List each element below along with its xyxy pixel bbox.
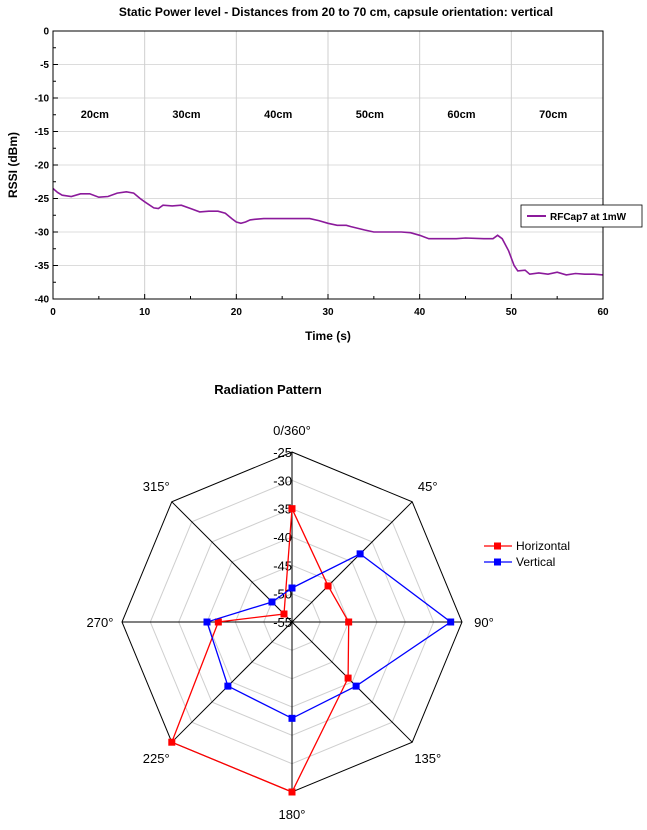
y-tick-label: 0 <box>43 27 49 38</box>
series-horizontal-marker <box>214 618 222 626</box>
y-tick-label: -20 <box>35 161 50 172</box>
legend-swatch-horizontal-marker <box>494 542 501 550</box>
series-horizontal-marker <box>344 674 352 682</box>
radar-angle-label: 180° <box>279 807 306 822</box>
radar-spoke <box>291 501 413 623</box>
series-horizontal-marker <box>288 505 296 513</box>
x-tick-label: 60 <box>597 307 609 318</box>
series-vertical-marker <box>203 618 211 626</box>
legend-box <box>520 204 643 228</box>
line-chart-segment-labels: 20cm 30cm 40cm 50cm 60cm 70cm <box>81 109 568 121</box>
radar-ring-label: -45 <box>273 558 292 573</box>
radar-spoke <box>171 621 293 743</box>
radar-ring-label: -30 <box>273 473 292 488</box>
series-vertical-outline <box>206 553 452 720</box>
x-tick-label: 20 <box>231 307 243 318</box>
radar-legend: Horizontal Vertical <box>484 539 570 569</box>
series-vertical-marker <box>356 550 364 558</box>
series-vertical-marker <box>268 598 276 606</box>
line-chart-x-ticks: 0 10 20 30 40 50 60 <box>50 294 609 318</box>
y-axis-label: RSSI (dBm) <box>6 132 20 198</box>
x-tick-label: 0 <box>50 307 56 318</box>
radar-ring-label: -35 <box>273 502 292 517</box>
x-axis-label: Time (s) <box>305 329 351 343</box>
radar-angle-labels: 0/360° 45° 90° 135° 180° 225° 270° 315° <box>87 423 494 822</box>
segment-label: 40cm <box>264 109 292 121</box>
series-horizontal-marker <box>280 610 288 618</box>
x-tick-label: 40 <box>414 307 426 318</box>
radar-angle-label: 315° <box>143 479 170 494</box>
legend-label-horizontal: Horizontal <box>516 539 570 553</box>
line-chart-y-ticks: 0 -5 -10 -15 -20 -25 -30 -35 -40 <box>35 27 58 306</box>
radar-angle-label: 90° <box>474 615 494 630</box>
series-vertical-marker <box>288 584 296 592</box>
series-line-rfcap7 <box>52 187 604 276</box>
radar-ring-label: -55 <box>273 615 292 630</box>
line-chart-grid <box>53 30 603 300</box>
y-tick-label: -40 <box>35 295 50 306</box>
radar-angle-label: 45° <box>418 479 438 494</box>
radar-angle-label: 0/360° <box>273 423 311 438</box>
series-vertical-marker <box>447 618 455 626</box>
line-chart-title: Static Power level - Distances from 20 t… <box>119 5 553 19</box>
segment-label: 70cm <box>539 109 567 121</box>
x-tick-label: 30 <box>322 307 334 318</box>
series-horizontal-outline <box>170 506 350 793</box>
segment-label: 60cm <box>447 109 475 121</box>
line-chart-legend: RFCap7 at 1mW <box>520 204 643 228</box>
y-tick-label: -30 <box>35 228 50 239</box>
line-chart-plot-frame <box>52 30 604 300</box>
legend-label-vertical: Vertical <box>516 555 555 569</box>
radiation-pattern-chart: Radiation Pattern -25-30-35-40-45-50-55 … <box>87 382 570 822</box>
radar-ring-label: -25 <box>273 445 292 460</box>
x-tick-label: 10 <box>139 307 151 318</box>
segment-label: 50cm <box>356 109 384 121</box>
series-vertical-marker <box>352 682 360 690</box>
y-tick-label: -10 <box>35 94 50 105</box>
radar-angle-label: 135° <box>414 751 441 766</box>
series-vertical-marker <box>288 714 296 722</box>
series-horizontal-marker <box>324 582 332 590</box>
rssi-line-chart: Static Power level - Distances from 20 t… <box>6 5 643 343</box>
series-horizontal-marker <box>168 738 176 746</box>
radar-spoke <box>291 621 413 743</box>
y-tick-label: -5 <box>40 60 49 71</box>
legend-label-rfcap7: RFCap7 at 1mW <box>550 212 627 223</box>
y-tick-label: -35 <box>35 261 50 272</box>
radar-series <box>168 505 455 796</box>
series-vertical-marker <box>224 682 232 690</box>
radar-angle-label: 270° <box>87 615 114 630</box>
segment-label: 20cm <box>81 109 109 121</box>
series-horizontal-marker <box>345 618 353 626</box>
legend-swatch-vertical-marker <box>494 558 501 566</box>
y-tick-label: -15 <box>35 127 50 138</box>
x-tick-label: 50 <box>506 307 518 318</box>
series-horizontal-marker <box>288 788 296 796</box>
segment-label: 30cm <box>172 109 200 121</box>
radar-ring-label: -40 <box>273 530 292 545</box>
radar-chart-title: Radiation Pattern <box>214 382 322 397</box>
radar-web <box>121 451 463 793</box>
y-tick-label: -25 <box>35 194 50 205</box>
radar-angle-label: 225° <box>143 751 170 766</box>
